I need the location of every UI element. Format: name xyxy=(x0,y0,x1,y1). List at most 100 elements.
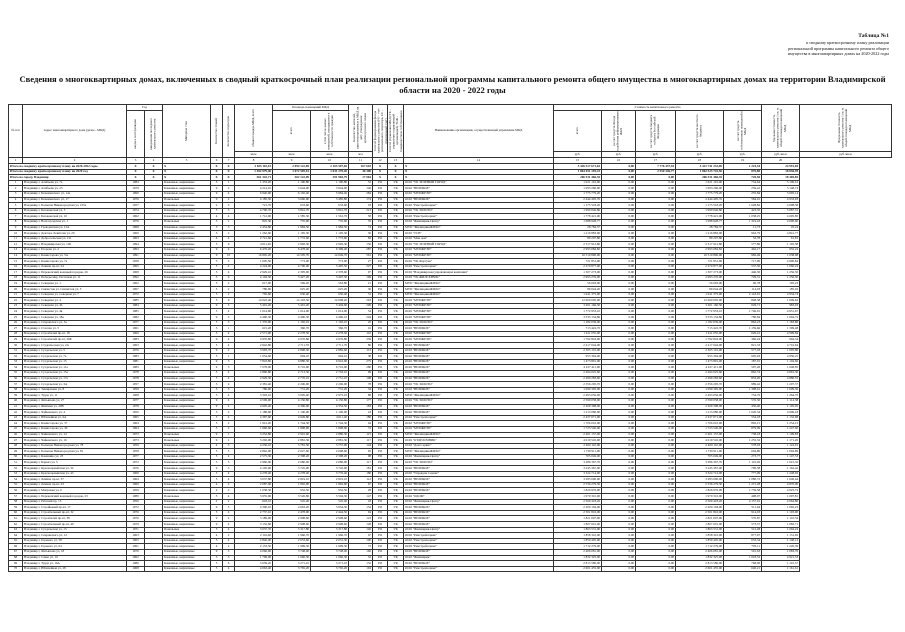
header-area-group-label: Площадь помещений МКД xyxy=(292,104,329,109)
table-row: 41 Владимир г, Фейгина ул, 20В 1978 Каменны… xyxy=(8,403,892,411)
column-number: 19 xyxy=(723,157,763,164)
table-row: 21 Владимир г, Северная ул, Северная ул, … xyxy=(8,291,892,299)
table-cell: 905,93 xyxy=(723,353,763,360)
header-entrances-label: Количество подъездов xyxy=(225,115,230,147)
table-cell: 4 496,10 xyxy=(309,314,350,321)
table-cell: 2 378,60 xyxy=(309,269,350,276)
table-cell: 4 950,25 xyxy=(761,353,801,360)
table-cell: УК xyxy=(387,565,405,573)
table-cell: РО xyxy=(372,565,389,573)
table-row: 47 Владимир г, Чайковского ул, 16 1973 Пане… xyxy=(8,437,892,444)
table-cell: 3 495,50 xyxy=(309,263,350,271)
header-cost-group-label: Стоимость капитального ремонта xyxy=(634,104,681,109)
table-cell: 2 975,10 xyxy=(309,392,350,399)
table-cell: 498,07 xyxy=(723,493,763,500)
table-cell: 450,40 xyxy=(723,403,763,411)
table-cell: 1 247,60 xyxy=(761,425,801,433)
header-unit-cost-label: Удельная стоимость капитального ремонта … xyxy=(772,107,788,149)
header-entrances: Количество подъездов xyxy=(222,104,235,158)
table-row: 70 Владимир г, Юбилейная ул, 28 1968 Каменн… xyxy=(8,565,892,573)
header-unit-cost: Удельная стоимость капитального ремонта … xyxy=(761,104,801,152)
table-row: 57 Владимир г, Перекопский военный городо… xyxy=(8,493,892,500)
table-cell: 4 906,18 xyxy=(761,409,801,416)
table-row: 22 Владимир г, Северная ул, 4 1985 Каменные… xyxy=(8,297,892,304)
table-row: 49 Владимир г, Большая Нижегородская ул, … xyxy=(8,448,892,455)
table-cell: 4 880,55 xyxy=(761,375,801,383)
table-row: 3 Владимир г, Безыменского ул, 14а 1990 Кам… xyxy=(8,191,892,198)
table-row: 39 Владимир г, Труда ул, 11 1968 Каменные, … xyxy=(8,392,892,399)
header-total-area: общая площадь МКД, всего xyxy=(234,104,273,152)
table-cell: 2 703,10 xyxy=(309,370,350,377)
table-cell: 4 063,40 xyxy=(234,565,273,573)
header-manager: Наименование организации, осуществляющей… xyxy=(403,104,555,158)
table-row: 55 Владимир г, Ленина пр-кт, 43 1960 Каменн… xyxy=(8,481,892,489)
table-cell: 114,03 xyxy=(723,286,763,293)
header-cost-reg-label: за счет средств бюджета субъекта Российс… xyxy=(649,114,661,148)
table-cell: 717,90 xyxy=(723,258,763,265)
table-cell: 1 746,91 xyxy=(723,308,763,315)
table-row: 65 Владимир г, Горького ул, 58 1965 Каменны… xyxy=(8,537,892,545)
table-cell: 597,26 xyxy=(723,364,763,371)
table-row: 51 Владимир г, Каркач ул, 5 1972 Каменные, … xyxy=(8,459,892,467)
header-year-last-repair: завершения последнего капитального ремон… xyxy=(144,110,163,158)
table-cell: 1 248,92 xyxy=(761,470,801,478)
table-row: 54 Владимир г, Ленина пр-кт, 37 1964 Каменн… xyxy=(8,476,892,483)
table-cell xyxy=(144,565,163,573)
table-cell: 554,18 xyxy=(723,414,763,422)
table-cell: 640,21 xyxy=(723,565,763,573)
header-fund-method-label: Способ формирования фонда капитального р… xyxy=(373,108,388,154)
table-cell: 1 046,64 xyxy=(761,476,801,483)
table-row: 27 Владимир г, Стасова ул, 5 1961 Каменные,… xyxy=(8,325,892,332)
table-cell: 604,80 xyxy=(723,448,763,455)
table-cell: 1 398,61 xyxy=(723,386,763,394)
table-cell: 537,50 xyxy=(723,263,763,271)
table-cell: 754,76 xyxy=(723,392,763,399)
table-cell: 994,10 xyxy=(309,353,350,360)
table-cell: 1 309,48 xyxy=(761,325,801,332)
header-year-last-repair-label: завершения последнего капитального ремон… xyxy=(148,117,157,151)
table-cell: 2 881,30 xyxy=(309,437,350,444)
table-cell: 3 407,30 xyxy=(309,274,350,282)
table-cell: 738,18 xyxy=(723,431,763,439)
table-cell: 4 150,80 xyxy=(309,397,350,405)
table-cell: 4 999,84 xyxy=(761,330,801,338)
table-cell: 90,78 xyxy=(723,280,763,288)
table-cell: 862,23 xyxy=(723,319,763,327)
table-row: 19 Владимир г, Северная ул, 1 1962 Каменные… xyxy=(8,280,892,288)
table-cell: 4 925,72 xyxy=(761,487,801,494)
table-row: 60 Владимир г, Строительный пр-кт, 32 1976… xyxy=(8,509,892,517)
table-cell: 1 092,23 xyxy=(761,504,801,511)
table-note: Таблица №1 к сводному краткосрочному пла… xyxy=(739,33,889,57)
table-cell: 1 215,28 xyxy=(723,481,763,489)
table-cell: 2 608,60 xyxy=(309,448,350,455)
table-cell: 14 008,20 xyxy=(309,297,350,304)
table-cell: 2 308,20 xyxy=(309,453,350,461)
header-year-built: ввода в эксплуатацию xyxy=(126,110,145,158)
header-wall-label: Материал стен xyxy=(183,120,188,142)
table-row: 20 Владимир г, Связистов ул, Связистов ул… xyxy=(8,286,892,293)
table-cell: 360,24 xyxy=(723,336,763,343)
table-row: 28 Владимир г, Строителей пр-кт, 18 1966 Ка… xyxy=(8,330,892,338)
table-cell: 4 951,67 xyxy=(761,308,801,315)
table-row: 46 Владимир г, Чайковского ул, 14 1973 Пане… xyxy=(8,431,892,439)
table-cell: 6 716,90 xyxy=(309,364,350,371)
table-cell: 1 892,90 xyxy=(309,481,350,489)
table-cell: 578,03 xyxy=(723,442,763,450)
table-row: 31 Владимир г, Суздальская ул, 5 1976 Камен… xyxy=(8,347,892,355)
table-row: 42 Владимир г, Чайковского ул, 4 1956 Камен… xyxy=(8,409,892,416)
table-cell: 360,70 xyxy=(309,325,350,332)
header-cost-fed: за счет средств Фонда содействия реформи… xyxy=(601,110,637,152)
table-cell: 187,91 xyxy=(723,358,763,366)
table-row: 56 Владимир г, Мопровая ул, 6 1959 Каменные… xyxy=(8,487,892,494)
table-cell: 625,20 xyxy=(309,286,350,293)
header-wall: Материал стен xyxy=(162,104,211,158)
table-cell: 1 100,00 xyxy=(309,409,350,416)
table-row: 48 Владимир г, Большая Нижегородская ул, … xyxy=(8,442,892,450)
header-year-label: Год xyxy=(142,104,147,109)
table-cell: 185,02 xyxy=(761,286,801,293)
header-total-area-label: общая площадь МКД, всего xyxy=(250,109,255,147)
table-cell: 729,31 xyxy=(723,274,763,282)
table-row: 17 Владимир г, Перекопский военный городо… xyxy=(8,269,892,276)
column-numbers-row: 1 2 3 4 5 6 7 8 9 10 11 12 13 14 15 16 17 18 19 20 xyxy=(8,157,892,164)
table-cell: 4 990,84 xyxy=(761,258,801,265)
